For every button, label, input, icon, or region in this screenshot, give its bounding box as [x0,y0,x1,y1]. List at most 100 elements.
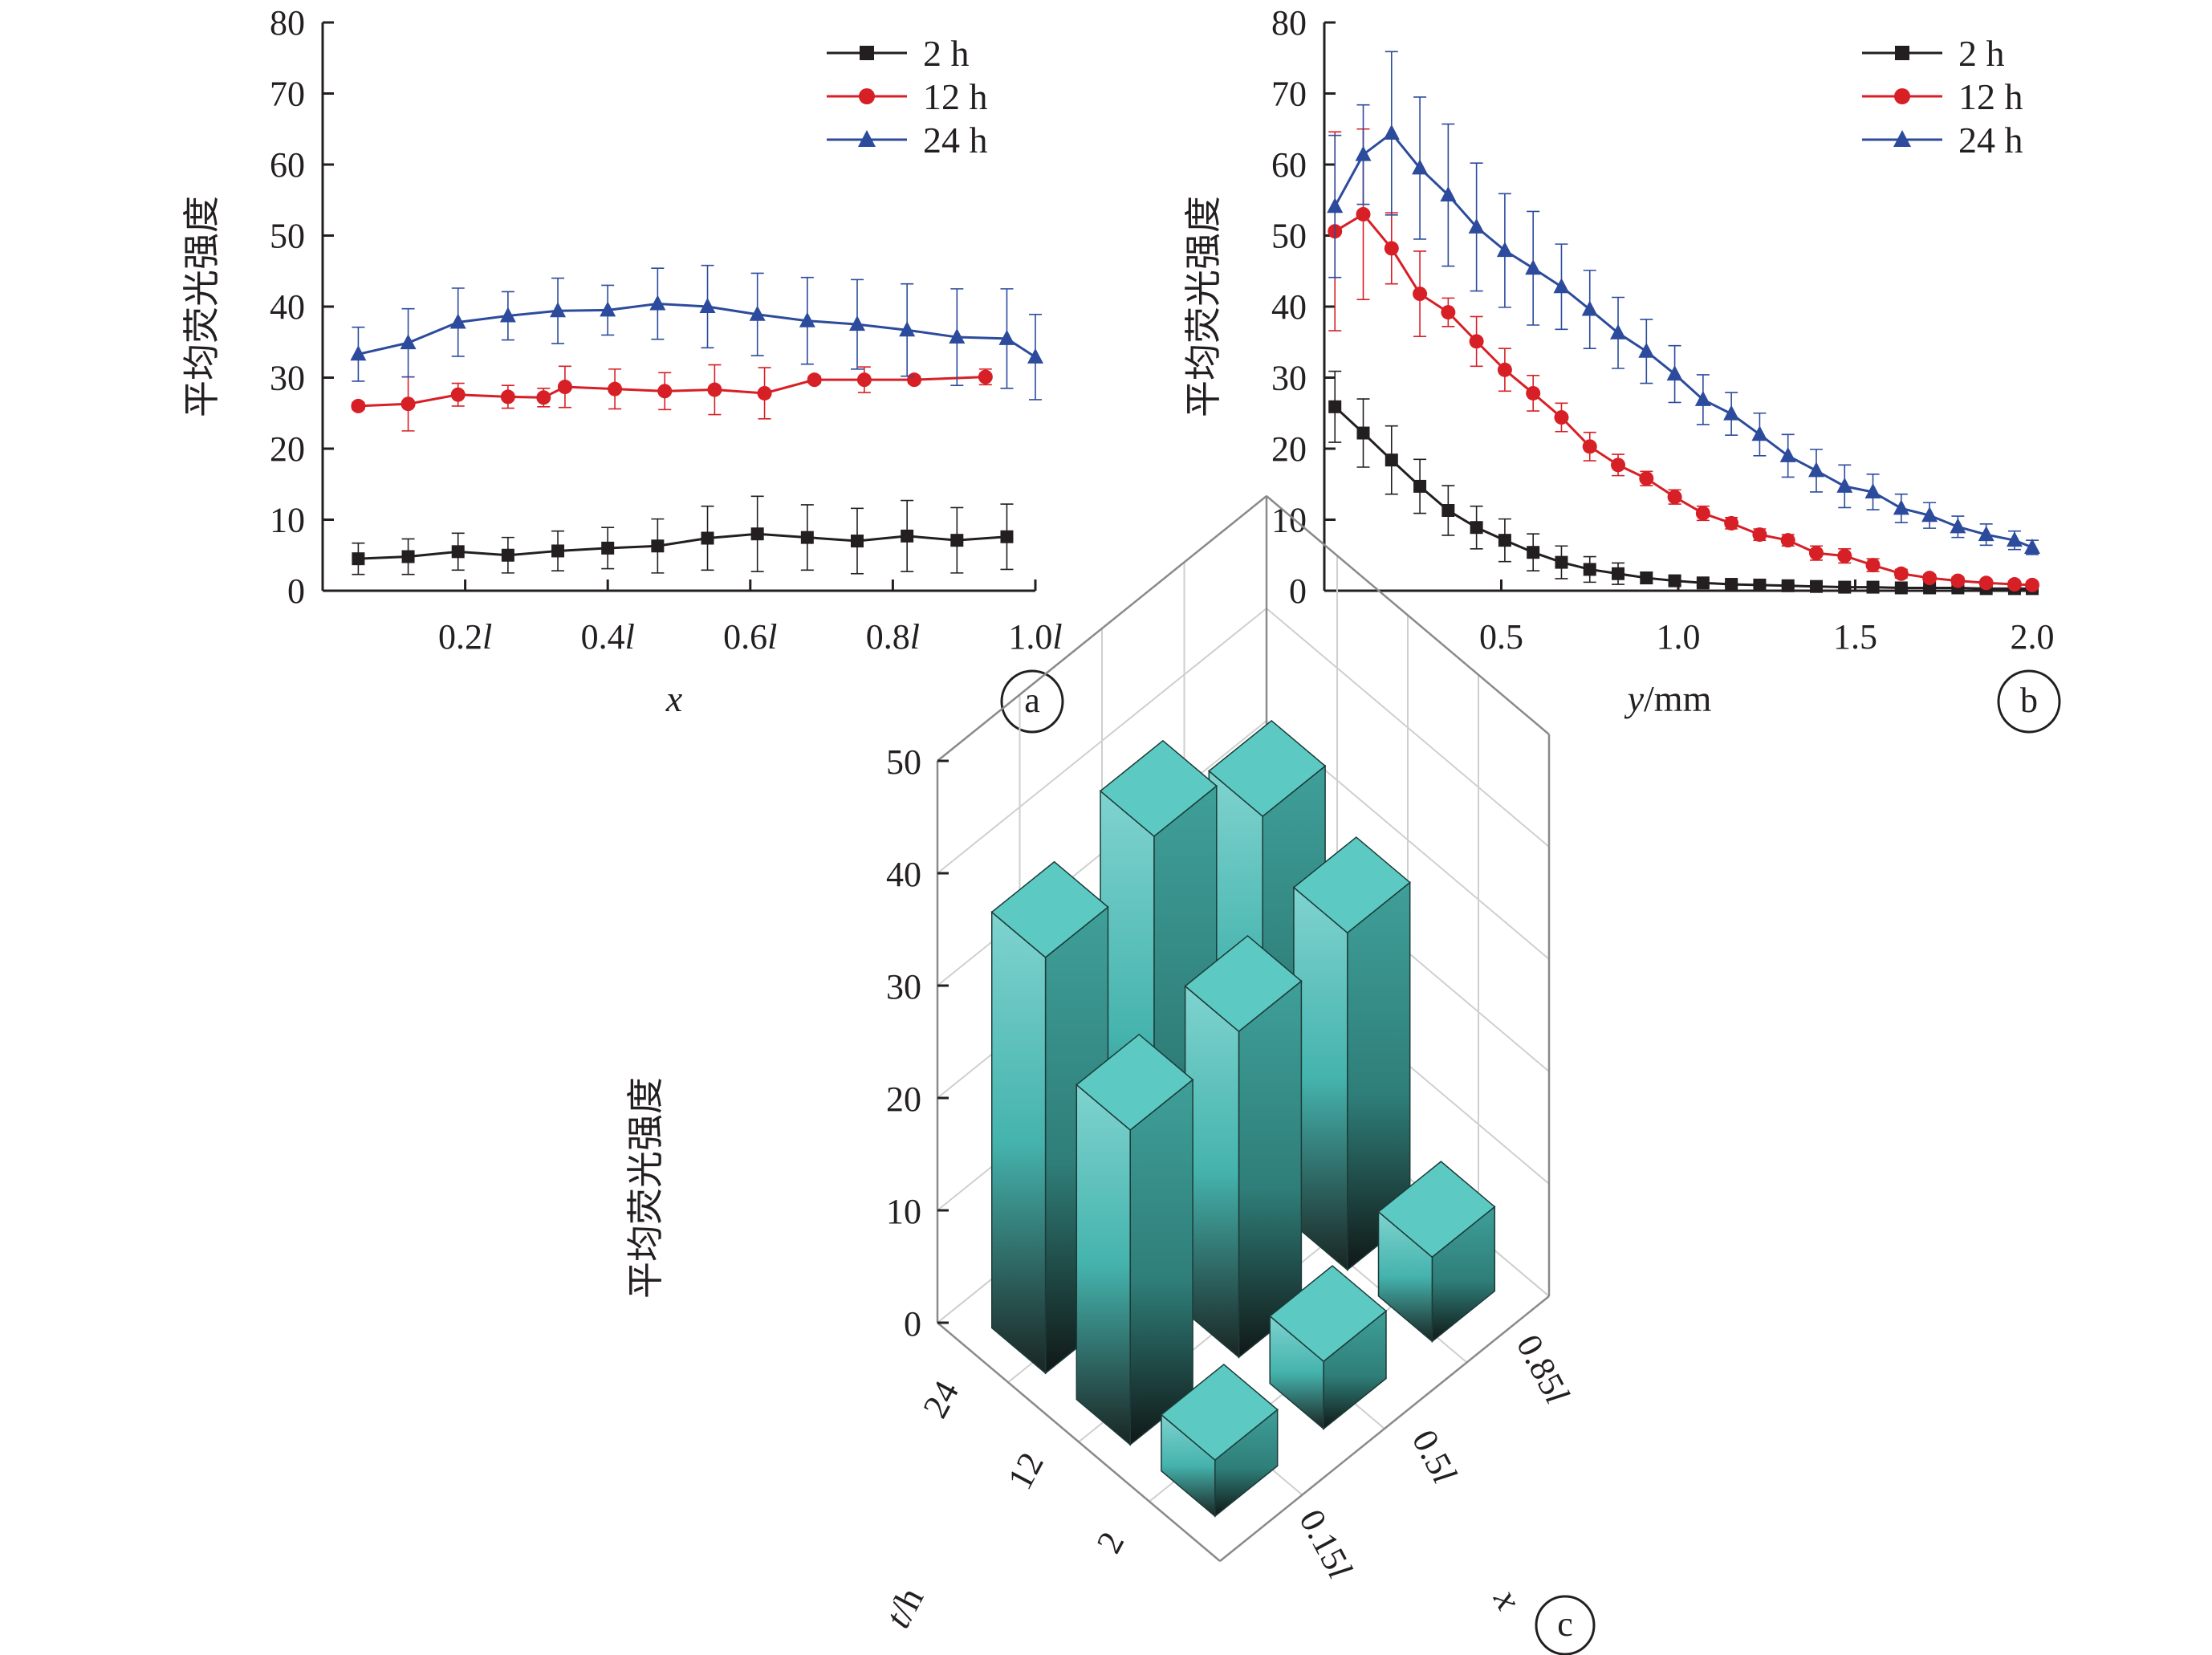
marker-circle [1611,457,1626,473]
marker-circle [1922,571,1938,586]
x-axis-label: x [1486,1582,1530,1616]
series-triangle [350,264,1043,401]
marker-square [1725,578,1738,592]
box-edge [937,495,1267,762]
chart-panel-b: 0 10 20 30 40 50 60 70 80 0.5 1.0 1.5 2.0 平均荧光强度 y/mm b… [1183,3,2061,734]
y-tick-label: 30 [270,359,305,398]
bar-top-face [1160,1363,1279,1462]
y-tick-label: 60 [1271,145,1307,185]
z-axis-label: 平均荧光强度 [625,1077,666,1299]
marker-circle [1384,241,1399,256]
marker-circle [707,382,722,397]
marker-circle [757,385,772,401]
series-line [358,302,1036,359]
marker-circle [2025,577,2039,592]
marker-circle [807,372,822,388]
t-axis-label: t/h [876,1580,931,1634]
x-tick-label: 2.0 [2011,617,2055,657]
marker-triangle [1440,186,1457,202]
y-tick-label: 40 [270,287,305,327]
z-tick-label: 40 [886,855,921,894]
marker-triangle [1893,499,1909,515]
marker-triangle [499,307,516,323]
marker-triangle [1638,342,1655,358]
y-tick-label: 60 [270,145,305,185]
marker-circle [1978,575,1994,591]
y-tick-label: 20 [1271,429,1307,469]
marker-circle [856,372,872,388]
marker-square [401,550,415,563]
marker-circle [1441,305,1456,320]
marker-circle [450,387,466,402]
marker-triangle [449,313,466,329]
marker-square [1866,580,1880,594]
marker-circle [1667,490,1682,505]
marker-circle [1639,471,1654,486]
marker-circle [557,380,572,395]
marker-square [651,539,665,553]
y-axis-label: 平均荧光强度 [181,196,222,417]
x-axis-label: x [665,678,683,719]
y-tick-label: 0 [1289,571,1307,611]
bar-3d [1160,1363,1279,1518]
marker-square [1838,580,1852,594]
legend-label: 12 h [1958,76,2023,117]
marker-square [1498,534,1511,547]
series-circle [351,364,993,432]
x-tick-unit: l [767,617,777,657]
bar-side-face [1129,1078,1193,1446]
legend-label: 2 h [923,33,970,74]
marker-circle [500,389,515,405]
x-tick-unit: l [482,617,492,657]
marker-triangle [1610,323,1627,340]
box-edge [1219,1295,1550,1562]
panel-label: b [2020,681,2038,720]
panel-label-circle [1000,669,1064,734]
marker-triangle [550,302,567,318]
t-tick-label: 12 [1000,1446,1051,1496]
marker-circle [1497,362,1512,377]
bar-3d [1292,836,1411,1271]
bar-3d [1076,1033,1194,1446]
x-tick-label: 0.8l [866,617,920,657]
marker-square [1356,426,1370,440]
marker-triangle [1978,526,1994,542]
x-tick-label: 1.5 [1833,617,1877,657]
bar-3d [1377,1161,1496,1343]
bar-front-face [1076,1083,1131,1446]
series-line [1333,131,2033,549]
marker-circle [2007,577,2022,592]
marker-square [1895,46,1909,60]
marker-circle [1554,410,1569,425]
marker-triangle [2024,539,2040,555]
y-tick-label: 40 [1271,287,1307,327]
marker-square [1894,581,1908,595]
y-tick-label: 0 [287,571,305,611]
marker-triangle [1581,300,1598,316]
x-tick-unit: l [1052,617,1062,657]
marker-square [750,527,764,541]
marker-square [901,529,914,543]
marker-triangle [749,305,766,321]
marker-circle [907,372,922,388]
marker-triangle [649,295,666,311]
bar-3d [1269,1265,1388,1430]
y-tick-label: 10 [1271,501,1307,540]
z-tick-label: 0 [904,1304,921,1344]
marker-triangle [1694,390,1711,406]
marker-triangle [1468,218,1485,234]
marker-circle [1808,546,1824,561]
marker-circle [859,88,875,104]
bar-top-face [1099,739,1218,837]
marker-triangle [1027,348,1043,364]
marker-triangle [1921,506,1938,523]
x-axis-label-var: y [1624,678,1645,719]
marker-circle [1356,206,1371,222]
marker-square [1583,563,1596,576]
marker-circle [1526,385,1541,401]
legend-label: 12 h [923,76,988,117]
marker-circle [1780,533,1795,548]
marker-square [1923,581,1937,595]
bar-top-face [1269,1265,1388,1363]
marker-triangle [998,329,1015,345]
